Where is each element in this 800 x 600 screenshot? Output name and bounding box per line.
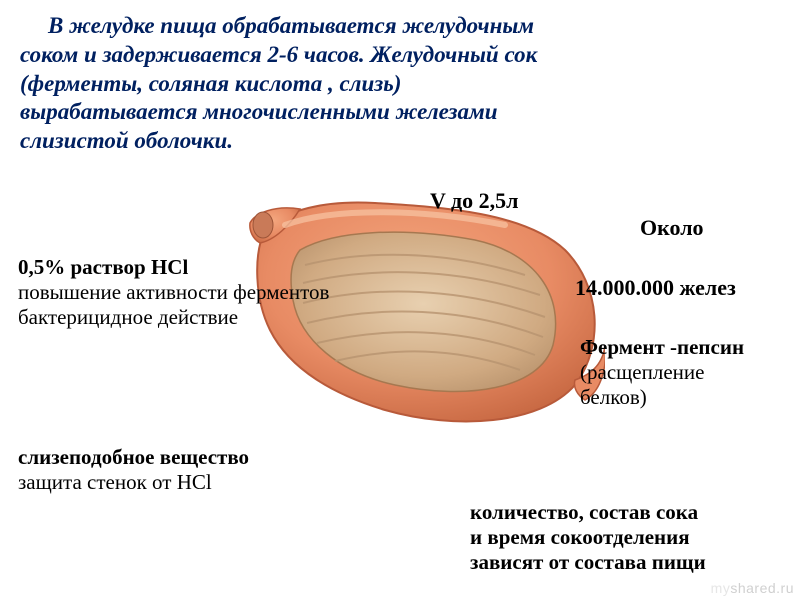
hcl-line3: бактерицидное действие — [18, 305, 238, 329]
enzyme-line1: Фермент -пепсин — [580, 335, 744, 359]
enzyme-block: Фермент -пепсин (расщепление белков) — [580, 335, 744, 411]
enzyme-line3: белков) — [580, 385, 647, 409]
intro-line5: слизистой оболочки. — [20, 128, 233, 153]
amount-line3: зависят от состава пищи — [470, 550, 706, 574]
mucus-line1: слизеподобное вещество — [18, 445, 249, 469]
amount-line1: количество, состав сока — [470, 500, 698, 524]
mucus-line2: защита стенок от HCl — [18, 470, 212, 494]
volume-label: V до 2,5л — [430, 188, 518, 214]
hcl-line1: 0,5% раствор HCl — [18, 255, 188, 279]
amount-block: количество, состав сока и время сокоотде… — [470, 500, 790, 576]
intro-line1: В желудке пища обрабатывается желудочным — [48, 13, 534, 38]
hcl-block: 0,5% раствор HCl повышение активности фе… — [18, 255, 338, 331]
enzyme-line2: (расщепление — [580, 360, 704, 384]
amount-line2: и время сокоотделения — [470, 525, 690, 549]
intro-line2: соком и задерживается 2-6 часов. Желудоч… — [20, 42, 537, 67]
watermark-left: my — [711, 580, 731, 596]
esophagus-opening — [253, 212, 273, 238]
hcl-line2: повышение активности ферментов — [18, 280, 329, 304]
watermark-right: shared.ru — [730, 580, 794, 596]
intro-line4: вырабатывается многочисленными железами — [20, 99, 498, 124]
intro-line3: (ферменты, соляная кислота , слизь) — [20, 71, 401, 96]
mucus-block: слизеподобное вещество защита стенок от … — [18, 445, 318, 495]
glands-count: 14.000.000 желез — [575, 275, 736, 301]
intro-paragraph: В желудке пища обрабатывается желудочным… — [20, 12, 780, 156]
around-label: Около — [640, 215, 704, 241]
watermark: myshared.ru — [711, 580, 794, 596]
